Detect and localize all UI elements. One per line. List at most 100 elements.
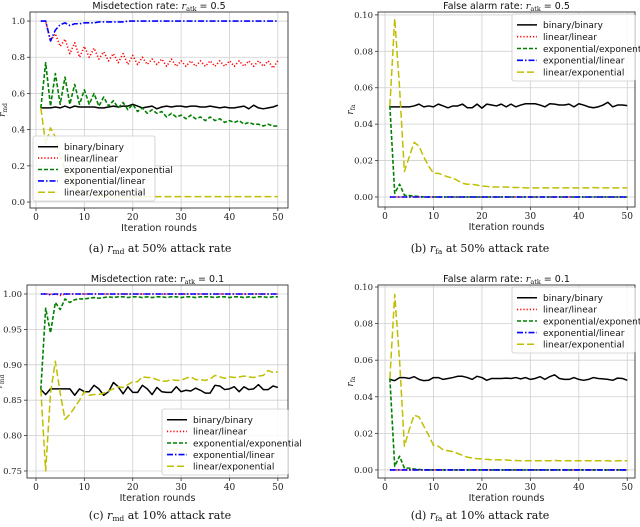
y-tick-label: 0.08	[354, 320, 373, 330]
y-label-var: r	[0, 383, 5, 388]
title-value: = 0.1	[195, 274, 224, 285]
legend-label: linear/exponential	[193, 463, 274, 473]
y-tick-label: 0.00	[354, 466, 373, 476]
caption-var: r	[430, 509, 436, 522]
legend-box	[511, 13, 636, 82]
y-tick-label: 0.8	[11, 53, 25, 63]
legend-label: exponential/linear	[543, 329, 625, 339]
series-line-binary-binary	[40, 103, 279, 110]
legend-label: linear/exponential	[64, 189, 145, 199]
x-tick-label: 50	[272, 483, 284, 493]
title-var: r	[526, 1, 532, 12]
x-axis-label: Iteration rounds	[121, 223, 197, 234]
axes-frame	[29, 11, 289, 209]
title-var: r	[182, 1, 188, 12]
legend: binary/binary linear/linearexponential/ex…	[511, 286, 640, 354]
legend: binary/binarylinear/linearexponential/ex…	[161, 408, 302, 476]
y-tick-label: 0.0	[11, 198, 25, 208]
y-axis-label: rmd	[0, 374, 6, 388]
x-tick-label: 20	[127, 213, 139, 223]
legend-label: linear/exponential	[543, 341, 624, 351]
caption-tag: (c)	[89, 509, 107, 522]
x-tick-label: 0	[33, 213, 39, 223]
chart-title: Misdetection rate: ratk = 0.5	[92, 1, 225, 13]
x-tick-label: 20	[476, 212, 488, 222]
y-tick-label: 0.85	[3, 396, 22, 406]
y-tick-label: 1.00	[3, 290, 22, 300]
y-tick-label: 0.95	[3, 325, 22, 335]
legend-label: linear/linear	[543, 306, 597, 316]
series-line-exponential-exponential	[389, 105, 628, 198]
caption-sub: fa	[435, 247, 443, 256]
x-tick-label: 0	[33, 483, 39, 493]
legend: binary/binarylinear/linearexponential/ex…	[32, 135, 173, 202]
y-axis-label: rfa	[346, 376, 357, 387]
series-line-linear-exponential	[40, 360, 278, 472]
y-tick-label: 0.02	[354, 157, 373, 167]
caption-sub: fa	[435, 514, 443, 523]
subfigure-caption: (a) rmd at 50% attack rate	[89, 242, 232, 256]
subfigure-caption: (c) rmd at 10% attack rate	[89, 509, 231, 523]
caption-var: r	[107, 242, 113, 255]
x-tick-label: 40	[224, 213, 236, 223]
x-tick-label: 10	[79, 213, 91, 223]
series-line-exponential-exponential	[389, 378, 628, 471]
title-value: = 0.5	[197, 1, 226, 12]
legend-label: exponential/exponential	[543, 317, 640, 327]
x-tick-label: 50	[622, 483, 634, 493]
x-tick-label: 30	[525, 483, 537, 493]
y-tick-label: 1.0	[11, 17, 25, 27]
x-tick-label: 20	[127, 483, 139, 493]
legend-label: binary/binary	[64, 143, 125, 153]
legend-label: linear/linear	[193, 428, 247, 438]
subfigure-caption: (d) rfa at 10% attack rate	[411, 509, 550, 523]
title-prefix: Misdetection rate:	[91, 274, 180, 285]
legend-box	[511, 286, 636, 354]
x-tick-label: 40	[224, 483, 236, 493]
y-tick-label: 0.6	[11, 89, 25, 99]
caption-tag: (a)	[89, 242, 108, 255]
legend-box	[32, 135, 156, 202]
series-line-exponential-exponential	[40, 61, 278, 127]
y-tick-label: 0.90	[3, 361, 22, 371]
chart-panel: 0 10 20 30 40 50 0.00 0.02 0.04 0.06 0.08 0.10 False…	[346, 274, 640, 523]
title-prefix: False alarm rate:	[443, 274, 526, 285]
title-sub: atk	[185, 278, 195, 286]
title-sub: atk	[186, 5, 196, 13]
y-tick-label: 0.10	[354, 11, 373, 21]
title-var: r	[180, 274, 186, 285]
legend-box	[161, 408, 289, 476]
legend-label: binary/binary	[543, 294, 604, 304]
legend-label: exponential/linear	[543, 57, 625, 67]
legend-label: exponential/exponential	[193, 439, 302, 449]
caption-tag: (d)	[411, 509, 430, 522]
series-line-exponential-linear	[40, 20, 278, 42]
x-tick-label: 20	[476, 483, 488, 493]
y-tick-label: 0.08	[354, 47, 373, 57]
legend-label: exponential/linear	[193, 451, 275, 461]
chart-title: Misdetection rate: ratk = 0.1	[91, 274, 224, 286]
legend-label: exponential/linear	[64, 177, 146, 187]
caption-sub: md	[112, 514, 124, 523]
y-label-sub: fa	[350, 104, 357, 110]
x-tick-label: 30	[525, 212, 537, 222]
x-tick-label: 10	[79, 483, 91, 493]
y-label-sub: md	[0, 374, 6, 384]
legend-label: linear/exponential	[543, 68, 624, 78]
title-value: = 0.5	[541, 1, 570, 12]
y-axis-label: rfa	[346, 104, 357, 115]
x-tick-label: 0	[382, 212, 388, 222]
title-value: = 0.1	[541, 274, 570, 285]
legend-label: exponential/exponential	[543, 45, 640, 55]
axes-frame	[377, 284, 636, 479]
y-axis-label: rmd	[0, 103, 9, 117]
y-label-var: r	[346, 382, 356, 387]
y-tick-label: 0.10	[354, 283, 373, 293]
chart-title: False alarm rate: ratk = 0.5	[443, 1, 570, 13]
caption-rest: at 50% attack rate	[442, 242, 549, 255]
x-tick-label: 10	[428, 483, 440, 493]
y-tick-label: 0.06	[354, 356, 373, 366]
legend-label: exponential/exponential	[64, 166, 173, 176]
caption-sub: md	[113, 247, 125, 256]
